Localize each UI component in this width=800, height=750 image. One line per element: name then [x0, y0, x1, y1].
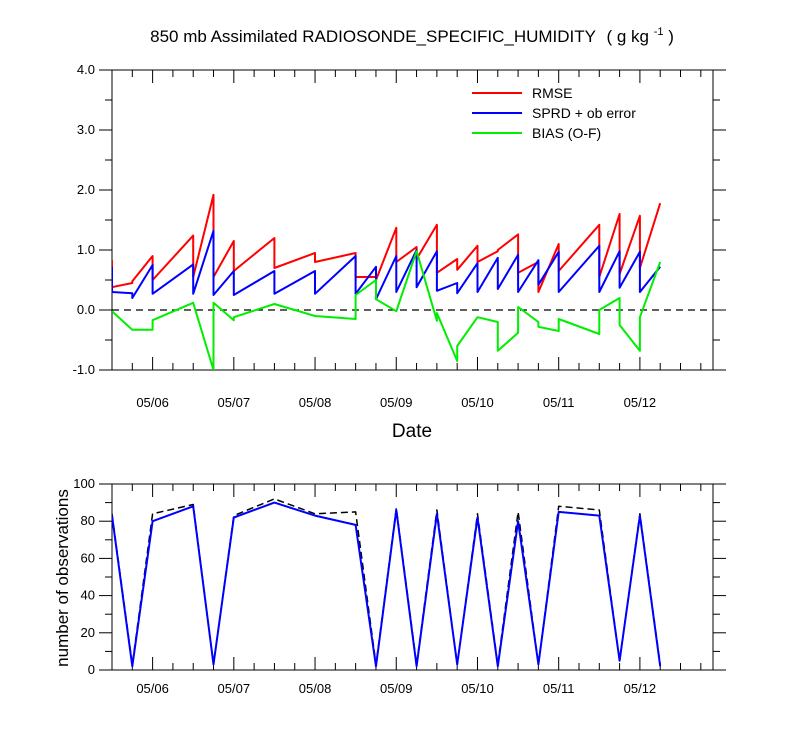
x-tick-label: 05/12: [624, 395, 657, 410]
chart-title-units: ( g kg: [606, 27, 649, 46]
x-tick-label: 05/12: [624, 681, 657, 696]
x-tick-label: 05/10: [461, 681, 494, 696]
x-tick-label: 05/07: [218, 681, 251, 696]
series-line-used: [112, 501, 662, 668]
y-tick-label: 1.0: [77, 242, 95, 257]
y-tick-label: 0: [88, 662, 95, 677]
chart-title-units-sup: -1: [654, 26, 664, 38]
y-tick-label: 4.0: [77, 62, 95, 77]
x-tick-label: 05/11: [543, 681, 575, 696]
y-tick-label: -1.0: [73, 362, 95, 377]
y-axis-label-bottom: number of observations: [53, 489, 72, 667]
y-tick-label: 3.0: [77, 122, 95, 137]
bottom-panel: 05/06 05/07 05/08 05/09 05/10 05/11 05/12 0 20 40…: [73, 476, 726, 696]
y-tick-label: 20: [81, 625, 95, 640]
chart-title-main: 850 mb Assimilated RADIOSONDE_SPECIFIC_H…: [150, 27, 596, 46]
y-tick-label: 100: [73, 476, 95, 491]
y-tick-label: 60: [81, 550, 95, 565]
x-tick-label: 05/06: [136, 681, 169, 696]
x-tick-label: 05/11: [543, 395, 575, 410]
x-tick-label: 05/09: [380, 681, 413, 696]
legend: RMSE SPRD + ob error BIAS (O-F): [472, 85, 636, 141]
legend-label: RMSE: [532, 85, 572, 101]
x-tick-label: 05/10: [461, 395, 494, 410]
y-tick-label: 80: [81, 513, 95, 528]
x-tick-label: 05/07: [218, 395, 251, 410]
x-tick-label: 05/08: [299, 681, 332, 696]
chart-title-units-close: ): [668, 27, 674, 46]
x-tick-label: 05/08: [299, 395, 332, 410]
y-tick-label: 40: [81, 588, 95, 603]
series-line-sprd-ob-error: [112, 229, 661, 301]
top-panel: 05/06 05/07 05/08 05/09 05/10 05/11 05/12 -1.0 0…: [73, 62, 726, 410]
x-tick-label: 05/09: [380, 395, 413, 410]
chart-title: 850 mb Assimilated RADIOSONDE_SPECIFIC_H…: [150, 20, 674, 46]
legend-label: SPRD + ob error: [532, 105, 636, 121]
y-tick-label: 0.0: [77, 302, 95, 317]
legend-label: BIAS (O-F): [532, 125, 601, 141]
series-line-bias-o-f: [112, 250, 662, 370]
x-axis-label: Date: [392, 421, 432, 442]
x-tick-label: 05/06: [136, 395, 169, 410]
y-tick-label: 2.0: [77, 182, 95, 197]
